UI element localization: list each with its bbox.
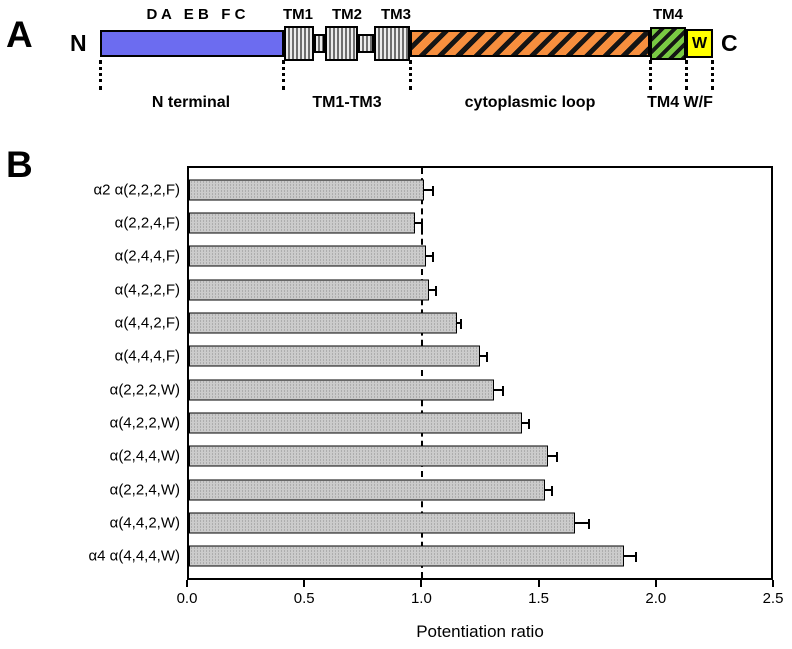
tick-label: 0.0 [176, 590, 198, 607]
error-bar [545, 485, 554, 496]
bar [189, 545, 625, 567]
error-bar [493, 385, 505, 396]
error-bar [624, 552, 637, 563]
chart-row: α(2,2,4,F) [115, 206, 771, 239]
bar [189, 279, 429, 301]
category-label: α(2,4,4,W) [109, 447, 180, 465]
x-axis-ticks: 0.0 0.5 1.0 1.5 2.0 2.5 [177, 580, 783, 622]
chart-row: α2 α(2,2,2,F) [93, 173, 771, 206]
category-label: α2 α(2,2,2,F) [93, 181, 180, 199]
category-label: α4 α(4,4,4,W) [88, 547, 180, 565]
category-label: α(4,2,2,W) [109, 414, 180, 432]
cytoplasmic-loop-region-label: cytoplasmic loop [464, 94, 596, 111]
x-axis-title: Potentiation ratio [416, 622, 544, 641]
tm2-domain [325, 26, 358, 61]
boundary-dotted-line [711, 60, 714, 90]
chart-row: α(2,4,4,F) [115, 240, 771, 273]
bar [189, 445, 548, 467]
boundary-dotted-line [409, 60, 412, 90]
tm1-tm3-region-label: TM1-TM3 [312, 94, 382, 111]
bar [189, 379, 494, 401]
n-terminal-region-label: N terminal [151, 94, 231, 111]
tm1-tm2-connector [314, 34, 325, 53]
tick-mark [654, 580, 657, 587]
chart-row: α(4,4,2,W) [110, 506, 771, 539]
category-label: α(2,2,4,W) [109, 481, 180, 499]
boundary-dotted-line [685, 60, 688, 90]
bar [189, 312, 457, 334]
chart-row: α(2,4,4,W) [110, 440, 771, 473]
tm2-tm3-connector [358, 34, 374, 53]
tm3-top-label: TM3 [381, 6, 411, 23]
bar-chart-plot: α2 α(2,2,2,F) α(2,2,4,F) α(2,4,4,F) α(4,2,2… [88, 166, 773, 580]
tick-mark [420, 580, 423, 587]
boundary-dotted-line [99, 60, 102, 90]
tick-mark [186, 580, 188, 587]
category-label: α(2,2,2,W) [109, 381, 180, 399]
tick-label: 1.5 [528, 590, 550, 607]
tm4-domain [650, 27, 686, 60]
category-label: α(4,4,4,F) [114, 347, 180, 365]
bar [189, 212, 415, 234]
category-label: α(2,2,4,F) [114, 214, 180, 232]
error-bar [414, 218, 423, 229]
tm1-domain [284, 26, 314, 61]
error-bar [575, 518, 591, 529]
bar [189, 345, 480, 367]
c-terminus-label: C [721, 30, 738, 56]
category-label: α(4,4,2,F) [114, 314, 180, 332]
n-terminal-domain [100, 30, 284, 57]
tick-mark [772, 580, 774, 587]
tick-label: 2.0 [645, 590, 667, 607]
chart-row: α(4,2,2,W) [110, 406, 771, 439]
error-bar [547, 452, 559, 463]
reference-line [420, 168, 423, 578]
chart-row: α4 α(4,4,4,W) [88, 540, 771, 573]
w-box-letter: W [691, 34, 708, 52]
chart-row: α(2,2,4,W) [110, 473, 771, 506]
category-label: α(4,2,2,F) [114, 281, 180, 299]
tm4-wf-region-label: TM4 W/F [647, 94, 713, 111]
boundary-dotted-line [282, 60, 285, 90]
panel-b-label: B [6, 144, 33, 185]
tick-mark [303, 580, 306, 587]
cytoplasmic-loop-domain [410, 30, 650, 57]
panel-a-label: A [6, 14, 33, 55]
bar [189, 512, 576, 534]
panel-b-chart: B α2 α(2,2,2,F) α(2,2,4,F) α(2,4,4,F) α(4,2… [0, 142, 792, 649]
error-bar [480, 352, 488, 363]
category-label: α(4,4,2,W) [109, 514, 180, 532]
loop-letters-label: D A E B F C [146, 6, 246, 23]
bar [189, 479, 546, 501]
n-terminus-label: N [70, 30, 87, 56]
bar [189, 245, 427, 267]
tick-label: 1.0 [410, 590, 432, 607]
tick-label: 2.5 [762, 590, 784, 607]
tick-mark [537, 580, 540, 587]
tick-label: 0.5 [293, 590, 315, 607]
bar [189, 179, 425, 201]
error-bar [456, 318, 462, 329]
tm3-domain [374, 26, 410, 61]
chart-row: α(4,4,2,F) [115, 306, 771, 339]
error-bar [521, 418, 530, 429]
tm1-top-label: TM1 [283, 6, 313, 23]
category-label: α(2,4,4,F) [114, 247, 180, 265]
wf-box: W [686, 29, 713, 58]
boundary-dotted-line [649, 60, 652, 90]
chart-row: α(4,4,4,F) [115, 340, 771, 373]
chart-rows: α2 α(2,2,2,F) α(2,2,4,F) α(2,4,4,F) α(4,2,2… [88, 168, 771, 578]
tm2-top-label: TM2 [332, 6, 362, 23]
tm-top-labels: TM1 TM2 TM3 [283, 6, 411, 23]
tm4-top-label: TM4 [653, 6, 683, 23]
chart-row: α(2,2,2,W) [110, 373, 771, 406]
chart-row: α(4,2,2,F) [115, 273, 771, 306]
error-bar [424, 185, 435, 196]
error-bar [426, 252, 435, 263]
error-bar [428, 285, 437, 296]
bar [189, 412, 522, 434]
